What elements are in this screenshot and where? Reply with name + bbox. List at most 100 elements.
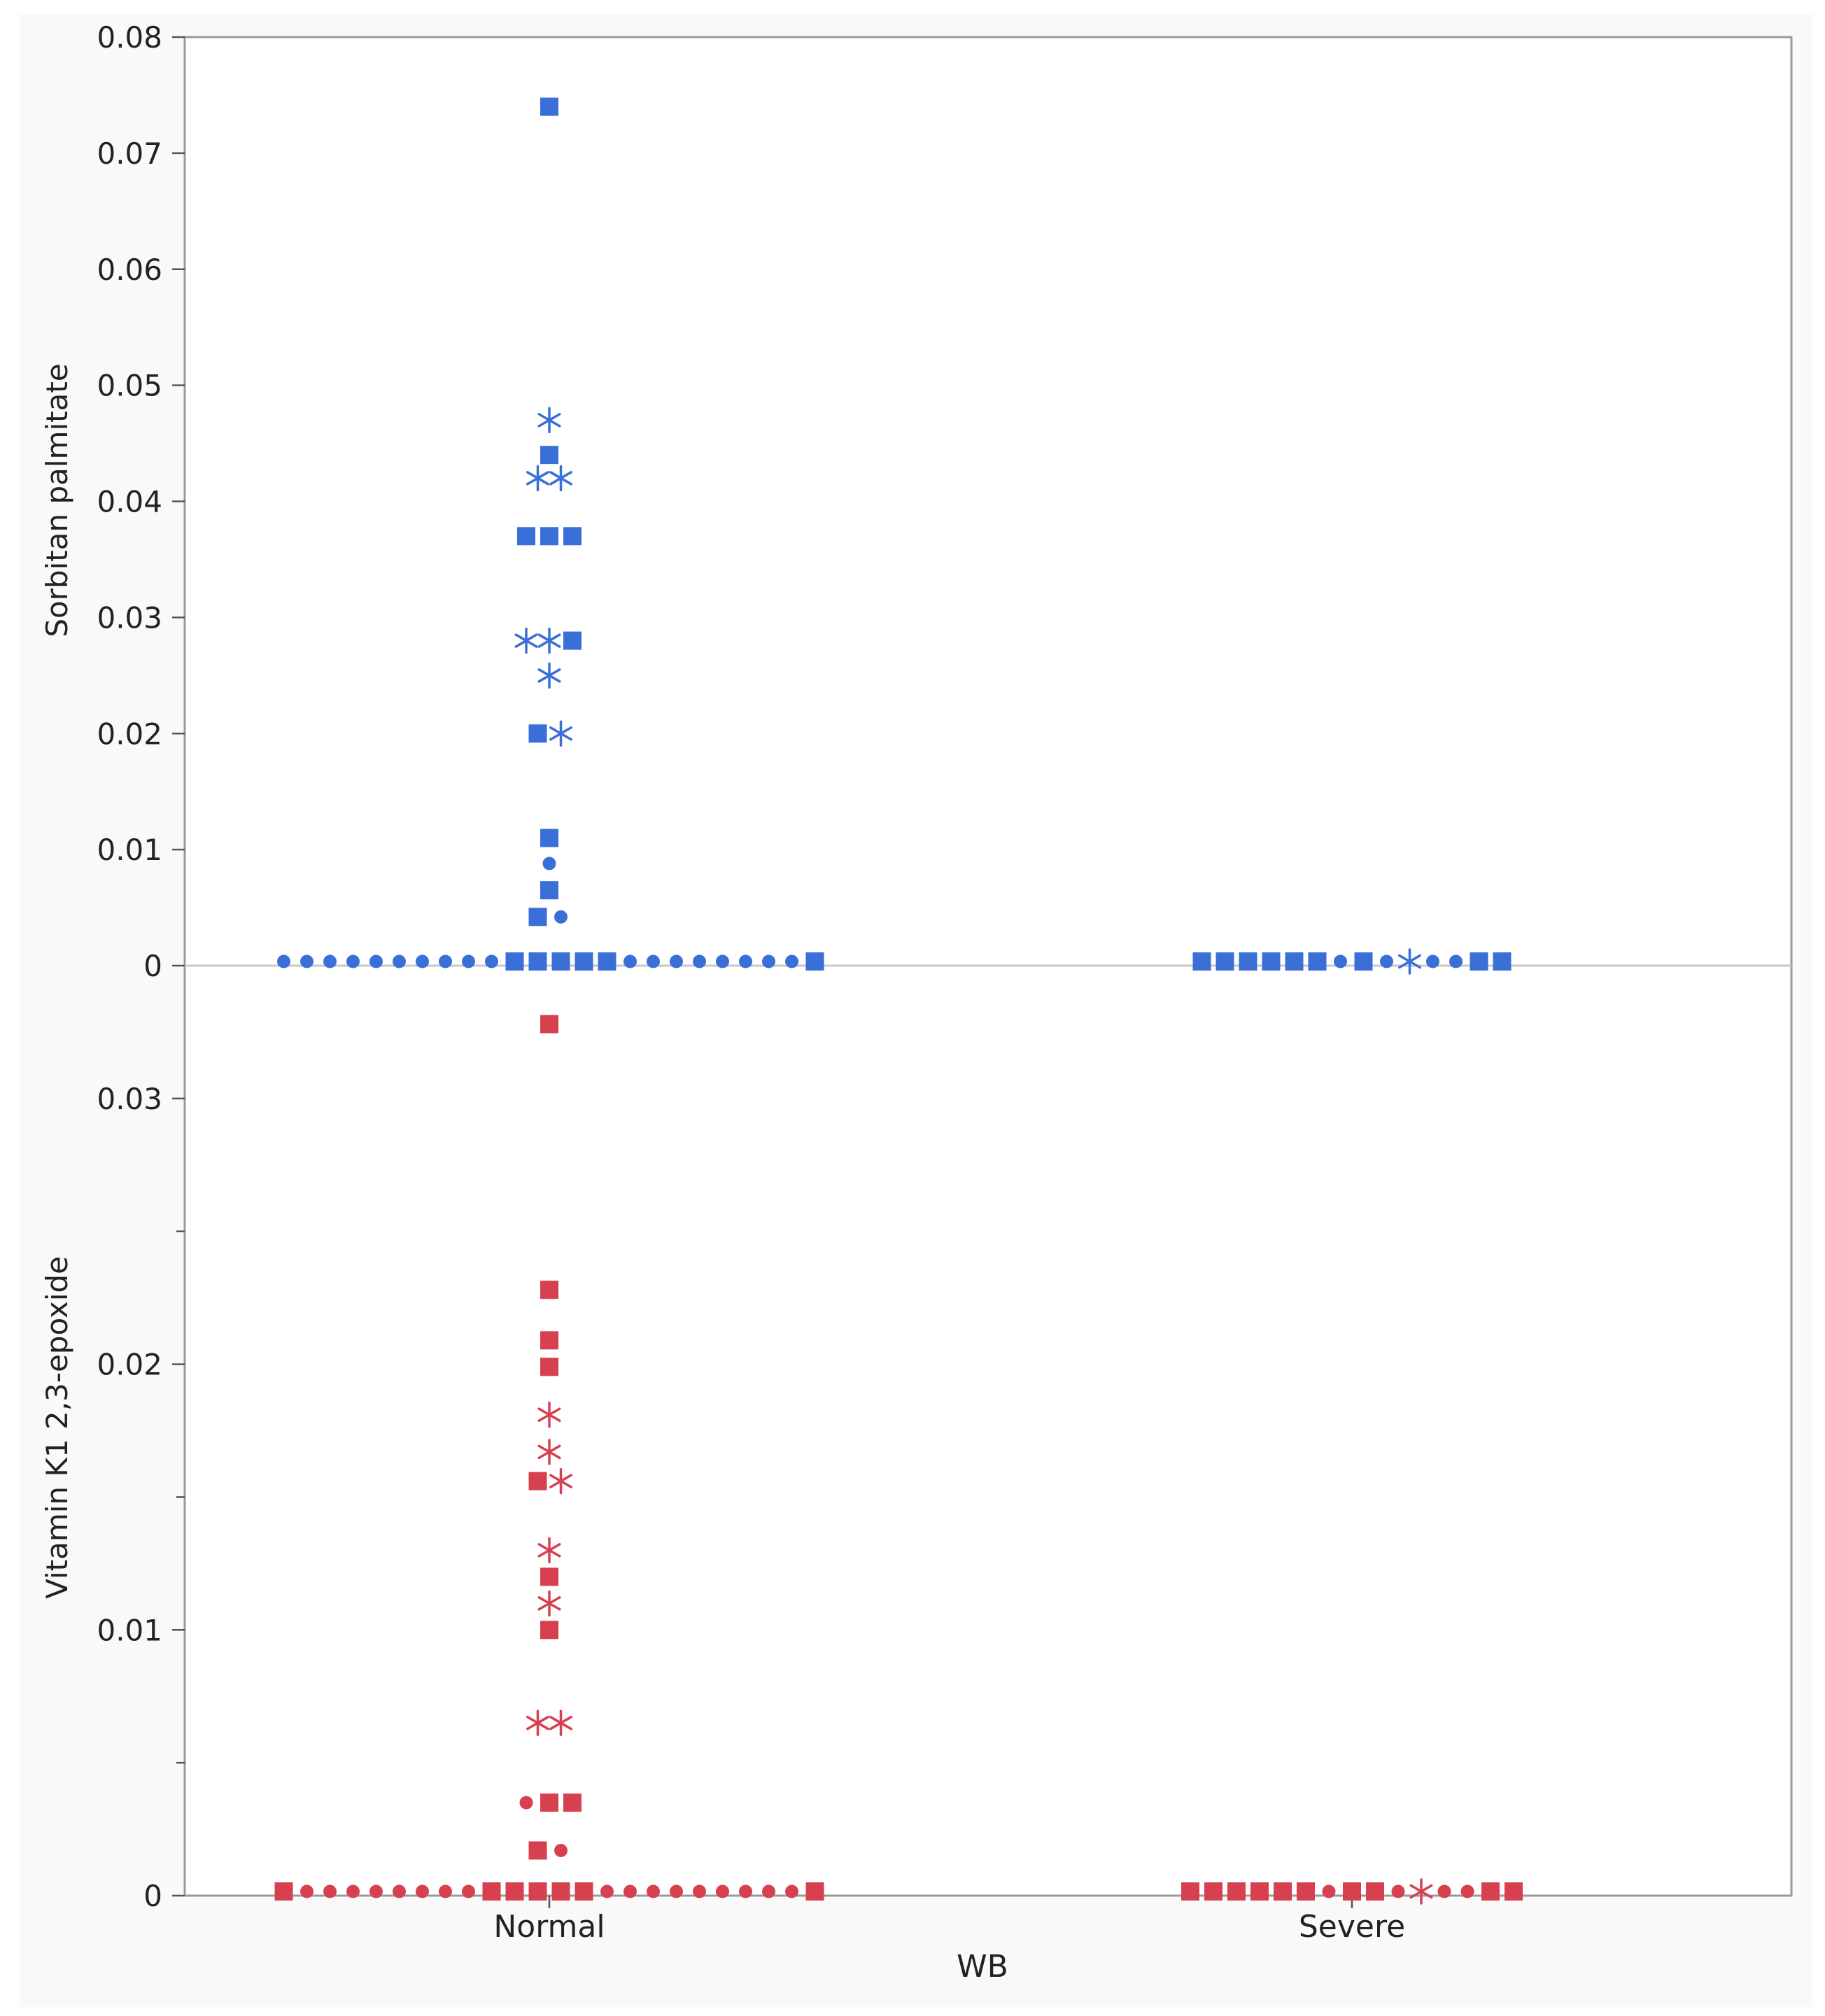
data-point-square	[528, 724, 547, 743]
y-tick-label: 0.07	[97, 136, 162, 171]
data-point-square	[540, 1281, 558, 1299]
y-tick-label: 0.03	[97, 600, 162, 635]
data-point-asterisk	[537, 662, 561, 689]
data-point-square	[540, 1567, 558, 1586]
baseline-point-square	[1366, 1882, 1384, 1901]
baseline-point-square	[1250, 1882, 1269, 1901]
y-tick-label: 0.02	[97, 1348, 162, 1382]
baseline-point-square	[505, 952, 524, 971]
baseline-point-asterisk	[1398, 948, 1421, 975]
baseline-point-circle	[369, 954, 383, 968]
baseline-point-circle	[462, 1884, 475, 1898]
data-point-asterisk	[549, 720, 572, 747]
baseline-point-square	[1204, 1882, 1222, 1901]
baseline-point-square	[1354, 952, 1373, 971]
y-tick-label: 0.03	[97, 1082, 162, 1116]
data-point-asterisk	[537, 407, 561, 434]
baseline-point-circle	[1460, 1884, 1474, 1898]
marks-layer	[274, 97, 1523, 1905]
baseline-point-circle	[670, 1884, 683, 1898]
baseline-point-square	[274, 1882, 293, 1901]
baseline-point-square	[1216, 952, 1234, 971]
baseline-point-square	[551, 952, 570, 971]
y-tick-label: 0.02	[97, 717, 162, 751]
baseline-point-circle	[369, 1884, 383, 1898]
data-point-asterisk	[549, 1467, 572, 1495]
baseline-point-circle	[785, 1884, 798, 1898]
baseline-point-circle	[1322, 1884, 1336, 1898]
data-point-square	[517, 527, 535, 546]
y-tick-label: 0.01	[97, 833, 162, 867]
data-point-asterisk	[526, 1710, 549, 1736]
data-point-square	[540, 1621, 558, 1640]
data-point-asterisk	[549, 465, 572, 492]
baseline-point-circle	[300, 954, 313, 968]
baseline-point-square	[1493, 952, 1512, 971]
baseline-point-circle	[762, 1884, 775, 1898]
baseline-point-circle	[693, 954, 706, 968]
data-point-square	[540, 97, 558, 116]
data-point-square	[540, 527, 558, 546]
baseline-point-circle	[323, 1884, 337, 1898]
data-point-square	[528, 1841, 547, 1860]
baseline-point-circle	[739, 1884, 752, 1898]
baseline-point-square	[528, 952, 547, 971]
data-point-asterisk	[549, 1710, 572, 1736]
baseline-point-square	[1285, 952, 1304, 971]
y-tick-label: 0.06	[97, 253, 162, 287]
baseline-point-circle	[485, 954, 498, 968]
baseline-point-square	[551, 1882, 570, 1901]
baseline-point-circle	[393, 954, 406, 968]
data-point-square	[540, 1015, 558, 1034]
data-point-asterisk	[537, 1590, 561, 1617]
data-point-square	[528, 1472, 547, 1490]
baseline-point-square	[805, 1882, 824, 1901]
y-tick-label: 0.01	[97, 1613, 162, 1647]
data-point-asterisk	[537, 627, 561, 654]
data-point-square	[540, 829, 558, 847]
baseline-point-square	[528, 1882, 547, 1901]
baseline-point-circle	[1437, 1884, 1451, 1898]
baseline-point-square	[1343, 1882, 1361, 1901]
data-point-circle	[542, 857, 556, 870]
baseline-point-circle	[739, 954, 752, 968]
baseline-point-square	[1239, 952, 1257, 971]
x-tick-label: Normal	[493, 1909, 605, 1945]
baseline-point-circle	[1449, 954, 1463, 968]
data-point-asterisk	[537, 1537, 561, 1564]
baseline-point-circle	[716, 1884, 729, 1898]
baseline-point-square	[1470, 952, 1488, 971]
data-point-square	[563, 631, 582, 650]
data-point-square	[563, 1793, 582, 1812]
baseline-point-square	[1274, 1882, 1292, 1901]
baseline-point-circle	[623, 1884, 637, 1898]
data-point-square	[540, 881, 558, 900]
baseline-point-circle	[300, 1884, 313, 1898]
y-tick-label: 0	[143, 1879, 162, 1913]
baseline-point-circle	[716, 954, 729, 968]
data-point-asterisk	[537, 1439, 561, 1465]
baseline-point-circle	[762, 954, 775, 968]
baseline-point-circle	[623, 954, 637, 968]
baseline-point-square	[805, 952, 824, 971]
baseline-point-square	[482, 1882, 501, 1901]
baseline-point-circle	[462, 954, 475, 968]
baseline-point-square	[575, 952, 593, 971]
data-point-square	[540, 1793, 558, 1812]
axes-layer: 0 0.01 0.02 0.03 0.04 0.05 0.06 0.07 0.08 0 0.01 0.…	[97, 20, 1791, 1945]
y-tick-label: 0.08	[97, 20, 162, 55]
y-tick-label: 0	[143, 949, 162, 983]
baseline-point-circle	[785, 954, 798, 968]
baseline-point-square	[1481, 1882, 1500, 1901]
y-tick-label: 0.04	[97, 485, 162, 519]
baseline-point-circle	[323, 954, 337, 968]
baseline-point-circle	[600, 1884, 614, 1898]
baseline-point-circle	[1391, 1884, 1405, 1898]
baseline-point-square	[598, 952, 616, 971]
data-point-circle	[554, 1843, 568, 1857]
baseline-point-circle	[277, 954, 290, 968]
data-point-square	[528, 908, 547, 926]
baseline-point-square	[1505, 1882, 1523, 1901]
baseline-point-circle	[416, 1884, 429, 1898]
